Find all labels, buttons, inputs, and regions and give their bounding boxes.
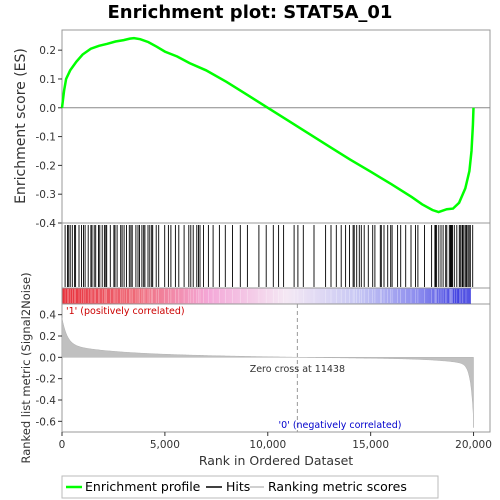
positive-correlation-label: '1' (positively correlated) [66,306,185,317]
es-y-tick-label: -0.3 [36,189,57,201]
hits-marks [64,225,474,287]
rank-color-bar-hits [64,289,474,303]
legend-label-ranking-metric: Ranking metric scores [268,479,407,494]
rank-color-bar [62,288,471,304]
es-y-tick-label: -0.4 [36,218,57,230]
legend-item-hits: Hits [206,479,250,494]
zero-cross-label: Zero cross at 11438 [250,364,345,375]
chart-title: Enrichment plot: STAT5A_01 [108,2,393,23]
enrichment-profile-line [60,36,475,214]
x-tick-label: 10,000 [249,439,286,451]
ranking-metric-area [61,317,474,428]
es-y-tick-label: 0.1 [39,74,56,86]
x-tick-label: 0 [59,439,66,451]
legend-label-enrichment-profile: Enrichment profile [85,479,201,494]
metric-y-tick-label: 0.0 [39,352,56,364]
es-y-tick-label: -0.1 [36,132,57,144]
x-axis-label: Rank in Ordered Dataset [199,453,353,468]
es-y-tick-label: 0.0 [39,103,56,115]
legend-label-hits: Hits [226,479,250,494]
x-tick-label: 20,000 [455,439,492,451]
legend-item-ranking-metric: Ranking metric scores [250,479,407,494]
metric-y-tick-label: 0.2 [39,331,56,343]
metric-y-tick-label: -0.2 [36,374,57,386]
x-axis: 0 5,000 10,000 15,000 20,000 [59,432,492,451]
es-y-axis-label: Enrichment score (ES) [13,48,29,204]
negative-correlation-label: '0' (negatively correlated) [279,420,402,431]
metric-panel-frame [61,303,491,433]
metric-y-tick-label: 0.4 [39,310,56,322]
metric-y-tick-label: -0.6 [36,416,57,428]
legend-item-enrichment-profile: Enrichment profile [66,479,201,494]
metric-y-axis-label: Ranked list metric (Signal2Noise) [19,272,33,463]
es-y-tick-label: 0.2 [39,45,56,57]
es-panel-frame [61,29,491,224]
metric-y-axis: 0.4 0.2 0.0 -0.2 -0.4 -0.6 [36,310,62,428]
metric-y-tick-label: -0.4 [36,395,57,407]
hits-panel-frame [61,222,491,289]
es-y-axis: 0.2 0.1 0.0 -0.1 -0.2 -0.3 -0.4 [36,45,62,230]
es-y-tick-label: -0.2 [36,160,57,172]
x-tick-label: 15,000 [352,439,389,451]
x-tick-label: 5,000 [150,439,180,451]
